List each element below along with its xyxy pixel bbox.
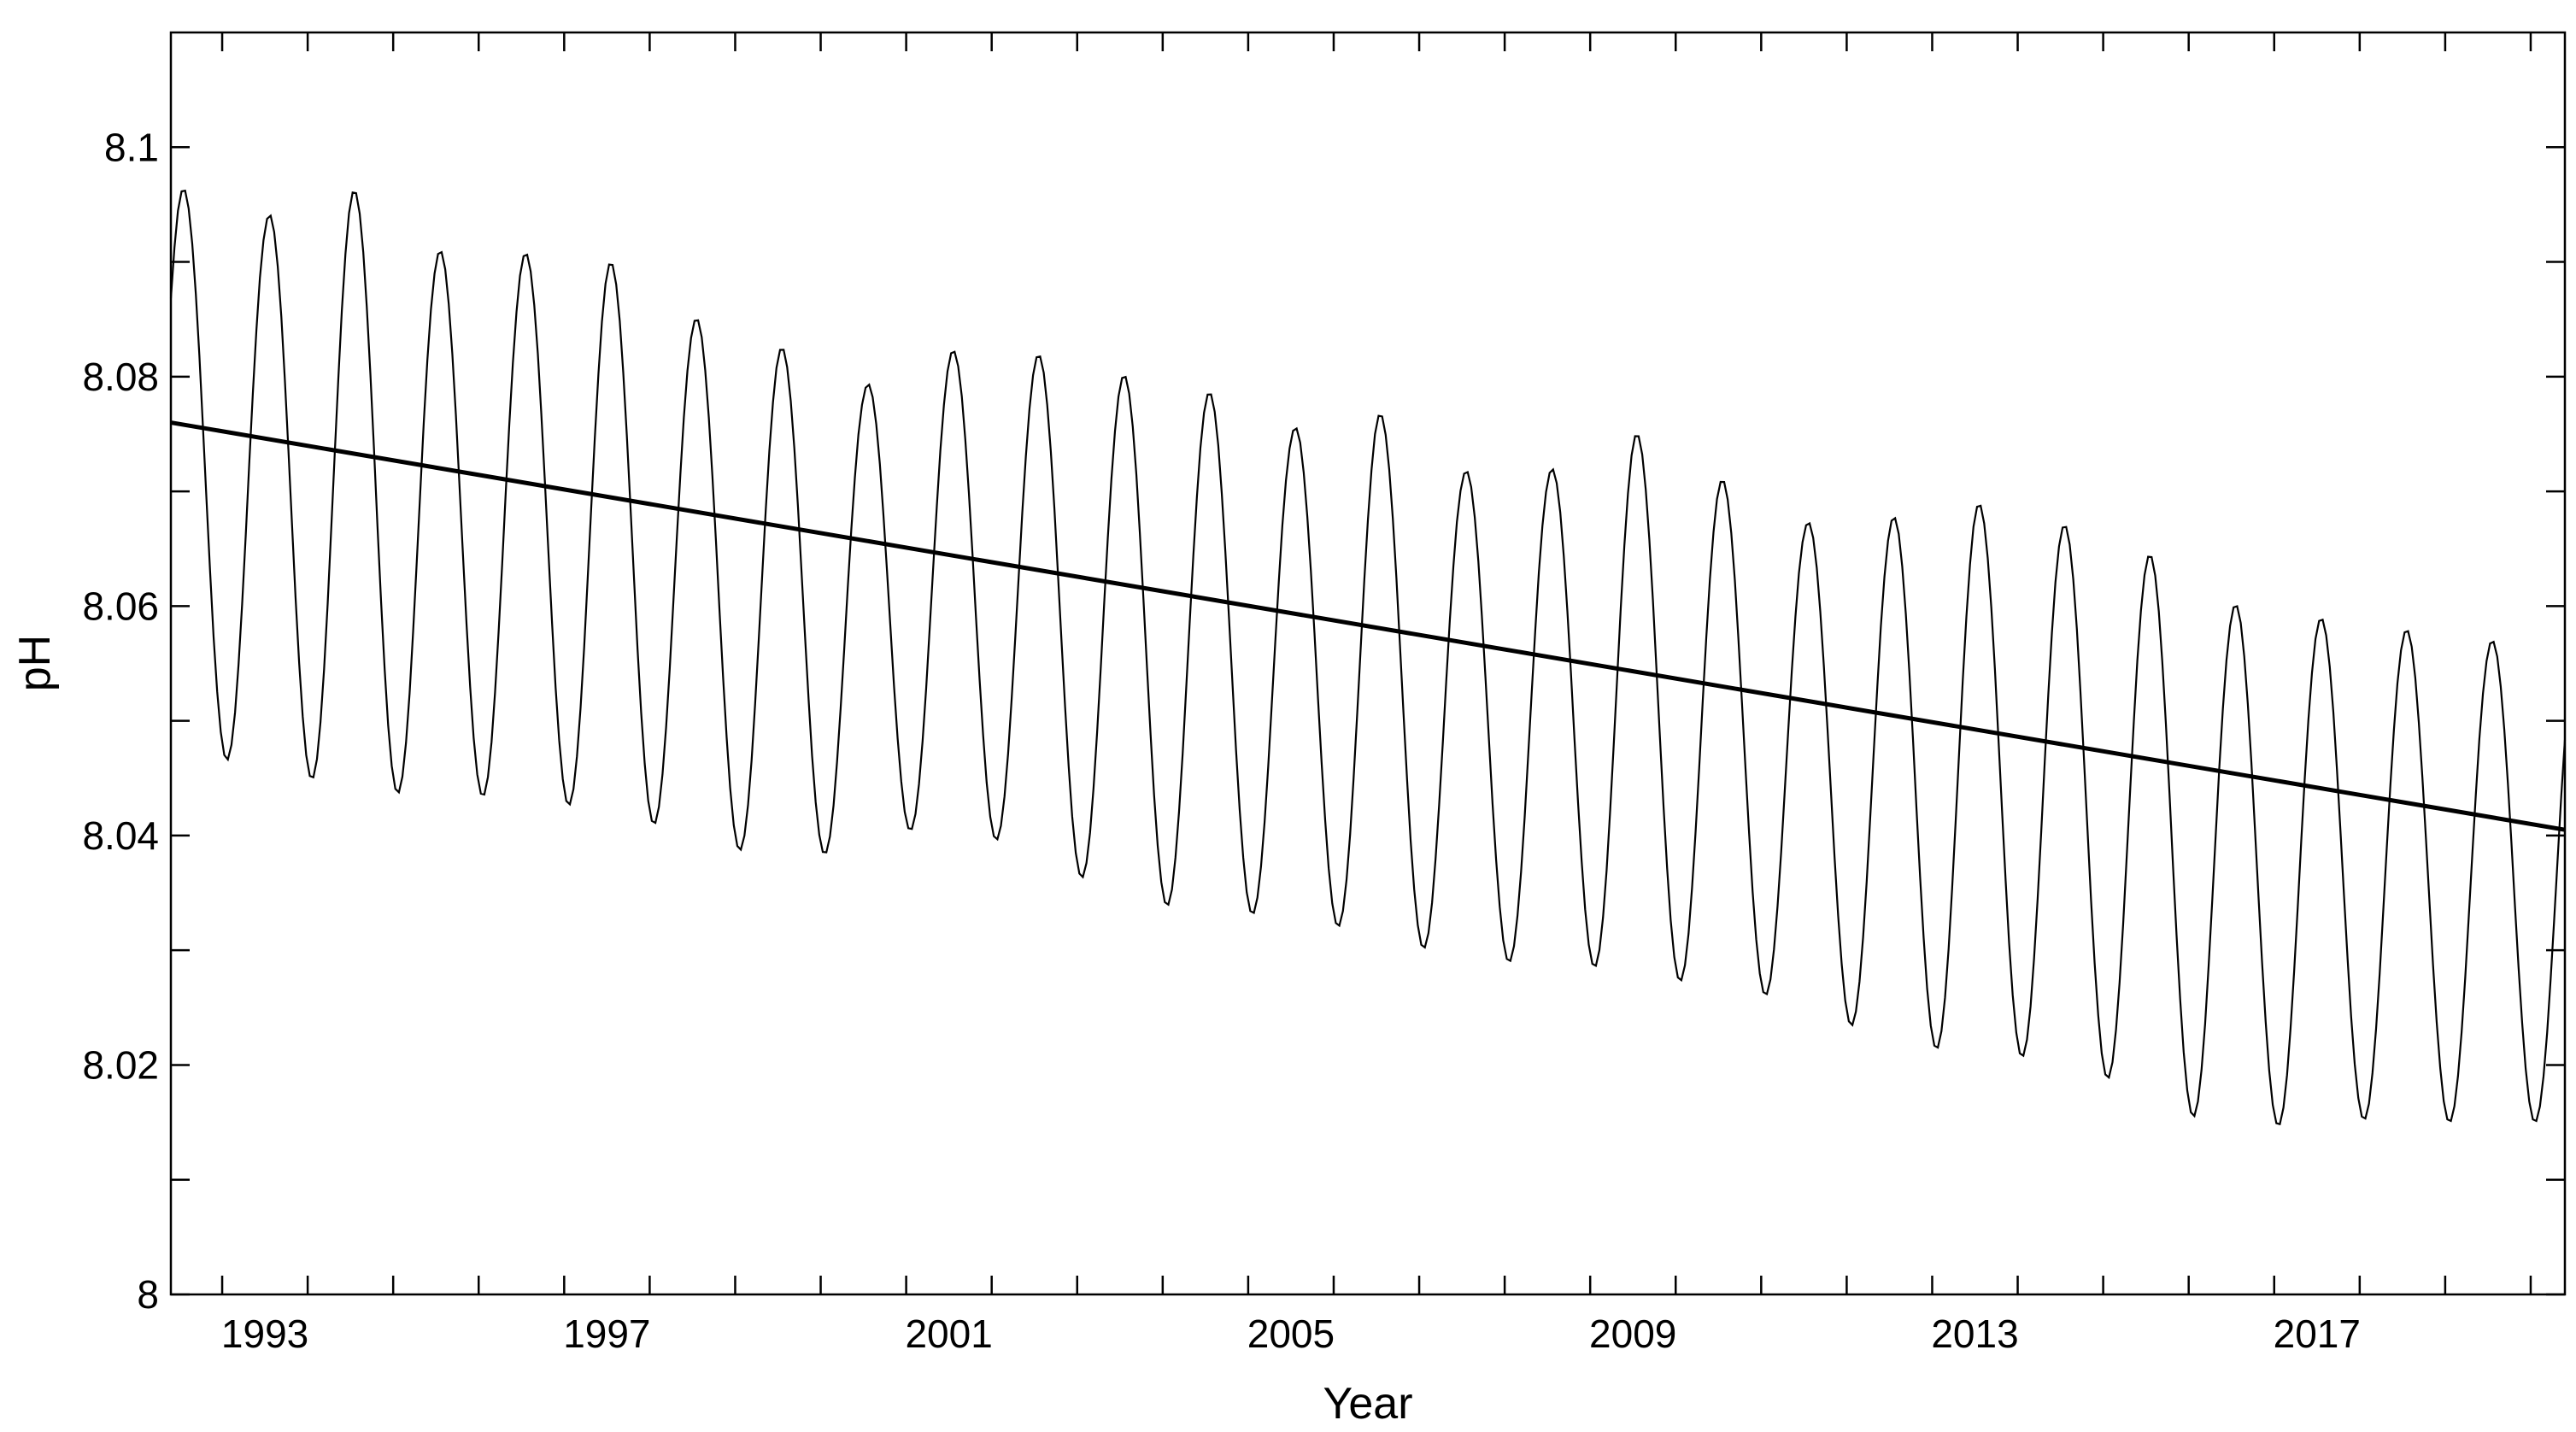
series-line-trend [170, 420, 2566, 832]
x-tick-label: 2009 [1589, 1312, 1676, 1356]
x-tick-label: 2017 [2274, 1312, 2361, 1356]
series-line-monthly-ph [169, 189, 2567, 1126]
x-tick-label: 2001 [905, 1312, 992, 1356]
y-tick-label: 8.04 [82, 813, 159, 858]
plot-frame [169, 31, 2567, 1296]
y-axis-title: pH [10, 635, 60, 691]
y-tick-label: 8.08 [82, 355, 159, 399]
y-tick-label: 8.06 [82, 584, 159, 628]
x-tick-label: 1993 [221, 1312, 308, 1356]
x-axis-title: Year [1323, 1379, 1412, 1429]
y-tick-label: 8.02 [82, 1042, 159, 1087]
x-axis-ticks: 1993 1997 2001 2005 2009 2013 2017 [220, 32, 2532, 1356]
x-tick-label: 1997 [563, 1312, 650, 1356]
x-tick-label: 2013 [1931, 1312, 2018, 1356]
series-layer [169, 189, 2567, 1126]
y-tick-label: 8 [137, 1272, 159, 1317]
y-axis-ticks: 8 8.02 8.04 8.06 8.08 8.1 [82, 125, 2565, 1317]
y-tick-label: 8.1 [104, 125, 159, 169]
x-tick-label: 2005 [1247, 1312, 1335, 1356]
